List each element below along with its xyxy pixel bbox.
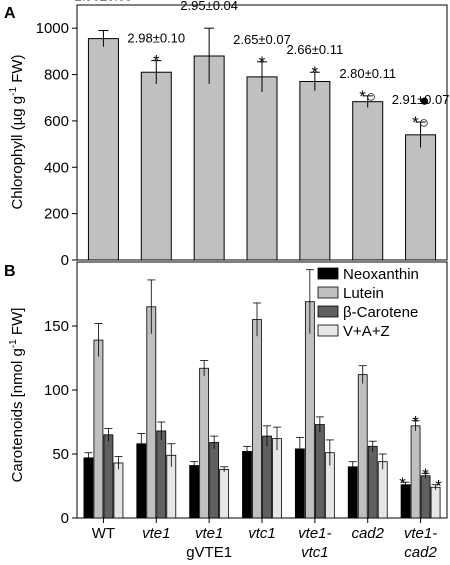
panel-b-bar bbox=[377, 461, 388, 519]
panel-b-bar bbox=[209, 442, 220, 519]
category-label: vtc1 bbox=[248, 525, 276, 542]
legend-label: β-Carotene bbox=[343, 304, 418, 321]
legend-swatch bbox=[317, 324, 339, 337]
category-label: vte1- bbox=[404, 525, 437, 542]
category-label-line2: cad2 bbox=[404, 544, 437, 561]
panel-a-bar bbox=[140, 71, 172, 261]
panel-a-y-tick-label: 400 bbox=[44, 159, 69, 176]
panel-a-ratio-annotation: 2.95±0.04 bbox=[180, 0, 238, 13]
panel-a-bar bbox=[87, 38, 119, 261]
panel-b-bar bbox=[304, 301, 315, 519]
legend-swatch bbox=[317, 267, 339, 280]
panel-b-bar bbox=[189, 465, 200, 519]
panel-b-y-tick-label: 100 bbox=[44, 382, 69, 399]
panel-b-bar bbox=[83, 457, 94, 519]
panel-b-bar bbox=[262, 435, 272, 519]
panel-b-bar bbox=[103, 434, 114, 519]
category-label-line2: vtc1 bbox=[301, 544, 329, 561]
panel-b-significance-marker: * bbox=[399, 474, 406, 493]
category-label: vte1 bbox=[142, 525, 170, 542]
panel-b-significance-marker: * bbox=[435, 477, 442, 496]
panel-b-bar bbox=[357, 374, 368, 519]
panel-a-y-axis-label: Chlorophyll (µg g-1 FW) bbox=[8, 54, 26, 209]
category-label: cad2 bbox=[351, 525, 384, 542]
panel-b-bar bbox=[156, 430, 167, 519]
panel-a-bar bbox=[193, 55, 225, 261]
panel-a-significance-marker: *○ bbox=[412, 113, 429, 132]
panel-a-ratio-annotation: 2.90±0.08 bbox=[75, 0, 133, 4]
category-labels: WT vte1 vte1 gVTE1 vtc1 vte1- vtc1 cad2 vte1- cad… bbox=[92, 518, 437, 561]
panel-b-bar bbox=[113, 462, 124, 519]
panel-a-bar bbox=[352, 101, 384, 261]
panel-b-bar bbox=[410, 425, 421, 519]
panel-a-significance-marker: * bbox=[312, 63, 319, 82]
panel-a-ratio-annotation: 2.65±0.07 bbox=[233, 32, 291, 47]
panel-a-letter: A bbox=[4, 5, 16, 22]
category-label: vte1- bbox=[298, 525, 331, 542]
panel-b-letter: B bbox=[4, 263, 16, 280]
legend-swatch bbox=[317, 305, 339, 318]
category-label: vte1 bbox=[195, 525, 223, 542]
panel-a-ratio-annotation: 2.98±0.10 bbox=[127, 31, 185, 46]
legend-swatch bbox=[317, 286, 339, 299]
panel-a-y-tick-label: 800 bbox=[44, 67, 69, 84]
legend-label: Neoxanthin bbox=[343, 266, 419, 283]
panel-b-y-tick-label: 50 bbox=[52, 446, 69, 463]
panel-b-y-tick-label: 0 bbox=[61, 510, 69, 527]
panel-a-significance-marker: * bbox=[153, 52, 160, 71]
panel-a-ratio-annotation: 2.91±0.07 bbox=[392, 92, 450, 107]
panel-b-bar bbox=[314, 424, 325, 519]
panel-b-bar bbox=[93, 339, 104, 519]
panel-b-y-axis-label: Carotenoids [nmol g-1 FW] bbox=[8, 308, 26, 483]
panel-b-bar bbox=[199, 367, 210, 519]
panel-b-bar bbox=[136, 443, 147, 519]
panel-b-bar bbox=[367, 445, 378, 519]
panel-b-significance-marker: * bbox=[412, 413, 419, 432]
panel-a-y-tick-label: 200 bbox=[44, 206, 69, 223]
panel-b-bar bbox=[272, 438, 282, 519]
panel-b-bar bbox=[252, 319, 262, 519]
panel-a-bar bbox=[299, 81, 331, 261]
panel-a-y-tick-label: 1000 bbox=[36, 20, 69, 37]
panel-b-significance-marker: * bbox=[422, 465, 429, 484]
panel-a-y-tick-label: 0 bbox=[61, 252, 69, 269]
panel-b-bar bbox=[242, 451, 252, 519]
panel-b-bar bbox=[146, 306, 157, 519]
panel-a-bar bbox=[405, 134, 437, 261]
panel-a-chart: Chlorophyll (µg g-1 FW) 0 200 400 600 800 100… bbox=[8, 0, 449, 269]
panel-a-y-tick-label: 600 bbox=[44, 113, 69, 130]
category-label-line2: gVTE1 bbox=[186, 544, 232, 561]
panel-b-bar bbox=[219, 468, 230, 519]
panel-b-y-tick-label: 150 bbox=[44, 318, 69, 335]
panel-a-significance-marker: * bbox=[259, 53, 266, 72]
category-label: WT bbox=[92, 525, 115, 542]
panel-a-ratio-annotation: 2.80±0.11 bbox=[339, 66, 396, 81]
panel-a-significance-marker: *○ bbox=[359, 87, 376, 106]
legend-label: Lutein bbox=[343, 285, 384, 302]
panel-a-ratio-annotation: 2.66±0.11 bbox=[286, 42, 343, 57]
panel-a-bar bbox=[246, 76, 278, 261]
legend-label: V+A+Z bbox=[343, 323, 390, 340]
panel-a-significance-marker: ● bbox=[419, 91, 429, 110]
panel-b-bar bbox=[347, 466, 358, 519]
panel-b-chart: Carotenoids [nmol g-1 FW] 0 50 100 150 * * * * N… bbox=[8, 261, 448, 527]
panel-b-plot-frame bbox=[76, 261, 448, 519]
